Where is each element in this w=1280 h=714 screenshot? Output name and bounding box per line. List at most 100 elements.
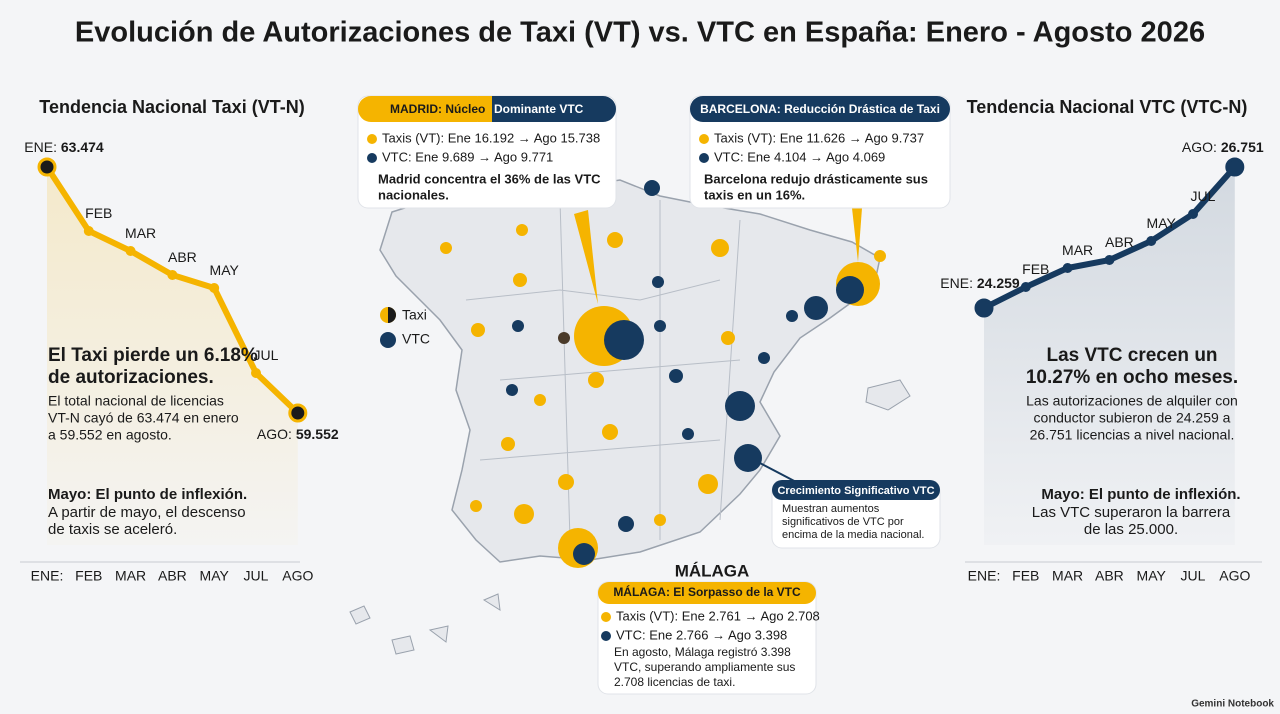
point-label: ABR <box>168 249 197 265</box>
note-text: de las 25.000. <box>1084 521 1178 538</box>
point-label-name: ENE: <box>940 275 973 291</box>
chart-title: Tendencia Nacional VTC (VTC-N) <box>967 97 1248 117</box>
callout-title: BARCELONA: Reducción Drástica de Taxi <box>700 102 940 116</box>
point-label-name: ENE: <box>24 139 57 155</box>
point-label-name: MAR <box>125 225 156 241</box>
barcelona-vtc <box>836 276 864 304</box>
point-label: MAR <box>1062 242 1093 258</box>
point-label-name: FEB <box>1022 261 1049 277</box>
note-text: Las VTC superaron la barrera <box>1032 504 1231 521</box>
value-label: 24.259 <box>977 275 1020 291</box>
point <box>1146 236 1157 247</box>
note-text: A partir de mayo, el descenso <box>48 504 246 521</box>
point-label-name: AGO: <box>257 426 292 442</box>
point <box>288 403 308 423</box>
callout-vtc: VTC: Ene 2.766 → Ago 3.398 <box>616 627 787 642</box>
callout-note: Barcelona redujo drásticamente sus <box>704 171 928 186</box>
point-label: FEB <box>1022 261 1049 277</box>
callout-title: MÁLAGA: El Sorpasso de la VTC <box>613 584 801 599</box>
madrid-pointer <box>574 210 598 304</box>
valencia-vtc <box>725 391 755 421</box>
x-tick-label: ABR <box>1095 568 1124 584</box>
canary-islands <box>349 593 501 655</box>
point <box>1225 157 1245 177</box>
callout-taxi: Taxis (VT): Ene 11.626 → Ago 9.737 <box>714 130 924 145</box>
x-tick-label: ENE: <box>31 568 64 584</box>
headline: Las VTC crecen un <box>1046 345 1217 366</box>
body-text: conductor subieron de 24.259 a <box>1034 410 1231 426</box>
point-label-name: JUL <box>254 347 279 363</box>
point-label-name: AGO: <box>1182 139 1217 155</box>
x-tick-label: AGO <box>282 568 313 584</box>
legend-swatch-vtc <box>380 332 396 348</box>
callout-note: nacionales. <box>378 187 449 202</box>
point-label: MAY <box>210 262 240 278</box>
callout-header <box>598 582 816 604</box>
callout-title: Dominante VTC <box>494 102 584 116</box>
legend-swatch-half <box>388 307 396 323</box>
body-text: Las autorizaciones de alquiler con <box>1026 393 1238 409</box>
point <box>974 298 994 318</box>
bullet-taxi <box>699 134 709 144</box>
callout-note: encima de la media nacional. <box>782 529 924 541</box>
point-label: MAY <box>1147 215 1177 231</box>
point-label-name: FEB <box>85 205 112 221</box>
point <box>1188 209 1198 220</box>
point-label-name: JUL <box>1191 188 1216 204</box>
area <box>984 167 1235 545</box>
callout-note: taxis en un 16%. <box>704 187 805 202</box>
x-tick-label: AGO <box>1219 568 1250 584</box>
callout-header-b <box>478 96 616 122</box>
headline: 10.27% en ocho meses. <box>1026 367 1238 388</box>
x-tick-label: MAR <box>1052 568 1083 584</box>
legend-vtc: VTC <box>402 331 430 347</box>
point <box>83 225 94 236</box>
body-text: VT-N cayó de 63.474 en enero <box>48 410 239 426</box>
callout-title: Crecimiento Significativo VTC <box>777 485 934 497</box>
chart-title: Tendencia Nacional Taxi (VT-N) <box>39 97 304 117</box>
page-title: Evolución de Autorizaciones de Taxi (VT)… <box>75 17 1205 49</box>
point <box>125 245 136 256</box>
point-label: JUL <box>254 347 279 363</box>
point <box>1020 282 1031 293</box>
point-label-name: MAY <box>210 262 240 278</box>
callout-note: En agosto, Málaga registró 3.398 <box>614 645 791 659</box>
body-text: El total nacional de licencias <box>48 393 224 409</box>
point-label: FEB <box>85 205 112 221</box>
barcelona-pointer <box>852 208 862 262</box>
point-label-name: ABR <box>168 249 197 265</box>
area <box>47 167 298 545</box>
spain-map <box>349 179 911 655</box>
bullet-vtc <box>601 631 611 641</box>
point <box>1062 262 1073 273</box>
callout-note: Madrid concentra el 36% de las VTC <box>378 171 601 186</box>
callout-vtc: VTC: Ene 4.104 → Ago 4.069 <box>714 149 885 164</box>
bullet-vtc <box>699 153 709 163</box>
alicante-vtc <box>734 444 762 472</box>
callout-note: Muestran aumentos <box>782 503 880 515</box>
point-label: MAR <box>125 225 156 241</box>
callout-taxi: Taxis (VT): Ene 2.761 → Ago 2.708 <box>616 608 820 623</box>
point-label: ENE: 24.259 <box>940 275 1020 291</box>
headline: El Taxi pierde un 6.18% <box>48 345 258 366</box>
point-label-name: MAR <box>1062 242 1093 258</box>
footer: Gemini Notebook <box>1191 699 1274 710</box>
point-label: ABR <box>1105 234 1134 250</box>
callout-header-a <box>358 96 490 122</box>
callout-note: 2.708 licencias de taxi. <box>614 675 735 689</box>
malaga-vtc <box>573 543 595 565</box>
bullet-vtc <box>367 153 377 163</box>
point <box>37 157 57 177</box>
bullet-taxi <box>367 134 377 144</box>
point-label: ENE: 63.474 <box>24 139 104 155</box>
x-tick-label: JUL <box>1181 568 1206 584</box>
legend-taxi: Taxi <box>402 307 427 323</box>
point <box>251 367 261 378</box>
madrid-vtc <box>604 320 644 360</box>
callout-header <box>772 480 940 500</box>
x-tick-label: MAY <box>200 568 230 584</box>
x-tick-label: FEB <box>75 568 102 584</box>
point <box>167 269 178 280</box>
vtc-dots <box>506 180 864 565</box>
point-label-name: MAY <box>1147 215 1177 231</box>
